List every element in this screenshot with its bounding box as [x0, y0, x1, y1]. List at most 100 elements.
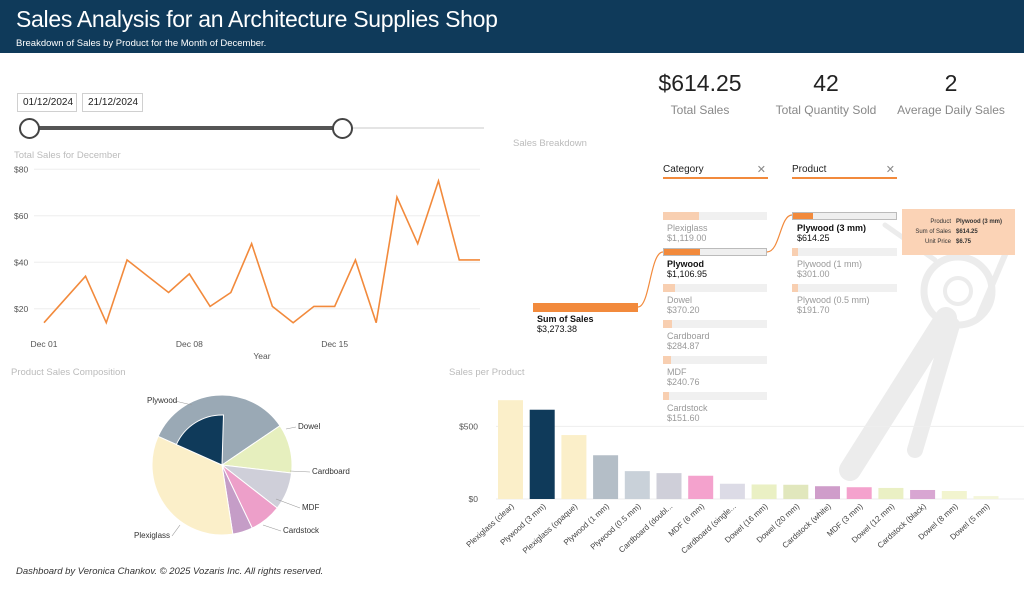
bar[interactable]: [751, 484, 777, 499]
bar-x-tick: Cardboard (single...: [679, 502, 737, 556]
bar[interactable]: [941, 491, 967, 499]
decomp-product-bar[interactable]: [792, 212, 897, 220]
bar[interactable]: [561, 435, 587, 499]
pie-label: Cardstock: [283, 526, 320, 535]
kpi-total-sales-label: Total Sales: [670, 103, 730, 117]
line-y-tick: $60: [14, 211, 28, 221]
decomp-category-name: Cardboard: [667, 331, 710, 341]
line-x-tick: Dec 01: [31, 339, 58, 349]
kpi-total-quantity-value: 42: [813, 70, 839, 96]
tooltip-value: $6.75: [956, 239, 972, 245]
line-x-tick: Dec 08: [176, 339, 203, 349]
bar[interactable]: [498, 400, 523, 499]
pie-leader-line: [171, 524, 181, 537]
bar[interactable]: [656, 473, 682, 499]
pie-label: MDF: [302, 503, 319, 512]
date-slider-start-handle[interactable]: [19, 118, 40, 139]
decomp-product-fill: [793, 213, 813, 219]
decomp-product-name: Plywood (1 mm): [797, 259, 863, 269]
tooltip-key: Unit Price: [924, 239, 951, 245]
bar[interactable]: [688, 475, 714, 499]
tooltip-key: Sum of Sales: [915, 229, 951, 235]
pie-label: Plywood: [147, 396, 177, 405]
decomp-category-name: Plywood: [667, 259, 705, 269]
date-slider-end-handle[interactable]: [332, 118, 353, 139]
decomp-connector-root: [637, 251, 664, 308]
pie-chart-title: Product Sales Composition: [11, 367, 126, 378]
pie-label: Cardboard: [312, 467, 350, 476]
pie-leader-line: [262, 524, 282, 532]
kpi-total-sales-value: $614.25: [658, 70, 742, 96]
pie-chart: Plywood Dowel Cardboard MDF Cardstock Plexigl…: [134, 394, 350, 540]
decomp-category-value: $1,119.00: [667, 233, 707, 243]
decomp-connector-category: [766, 214, 793, 253]
bar[interactable]: [846, 487, 872, 499]
bar[interactable]: [529, 409, 555, 499]
pie-leader-line: [275, 498, 301, 509]
decomp-product-value: $191.70: [797, 305, 830, 315]
decomp-product-name: Plywood (0.5 mm): [797, 295, 870, 305]
kpi-avg-daily-label: Average Daily Sales: [897, 103, 1005, 117]
date-slider-range: [29, 126, 343, 130]
bar[interactable]: [878, 487, 904, 499]
bar[interactable]: [815, 486, 840, 499]
bar-x-tick: Cardboard (doubl...: [617, 502, 674, 555]
decomp-category-bar[interactable]: [663, 212, 767, 220]
end-date-input[interactable]: 21/12/2024: [82, 93, 143, 112]
kpi-avg-daily-value: 2: [944, 70, 958, 96]
decomp-category-fill: [663, 320, 672, 328]
page-title: Sales Analysis for an Architecture Suppl…: [16, 6, 498, 32]
decomp-category-bar[interactable]: [663, 320, 767, 328]
product-close-icon[interactable]: ✕: [885, 164, 895, 176]
category-filter-header[interactable]: Category ✕: [663, 164, 768, 179]
decomp-product-bar[interactable]: [792, 248, 897, 256]
decomp-root-bar[interactable]: [533, 303, 638, 312]
bar-chart-title: Sales per Product: [449, 367, 525, 378]
decomp-category-fill: [663, 356, 671, 364]
decomp-category-value: $240.76: [667, 377, 700, 387]
bar[interactable]: [783, 484, 809, 499]
decomp-category-bar[interactable]: [663, 392, 767, 400]
page-subtitle: Breakdown of Sales by Product for the Mo…: [16, 38, 267, 49]
bar[interactable]: [973, 496, 999, 499]
decomp-category-bar[interactable]: [663, 284, 767, 292]
category-filter-label: Category: [663, 164, 704, 175]
bar[interactable]: [593, 455, 619, 499]
decomp-category-name: Plexiglass: [667, 223, 708, 233]
decomp-category-value: $284.87: [667, 341, 700, 351]
pie-leader-line: [285, 426, 297, 430]
bar[interactable]: [719, 483, 745, 499]
category-close-icon[interactable]: ✕: [756, 164, 766, 176]
breakdown-title: Sales Breakdown: [513, 138, 587, 149]
decomp-product-value: $614.25: [797, 233, 830, 243]
start-date-input[interactable]: 01/12/2024: [17, 93, 77, 112]
decomp-category-fill: [664, 249, 700, 255]
product-filter-label: Product: [792, 164, 827, 175]
decomp-category-value: $370.20: [667, 305, 700, 315]
decomp-product-name: Plywood (3 mm): [797, 223, 867, 233]
decomp-product-fill: [792, 248, 798, 256]
decomp-category-bar[interactable]: [663, 356, 767, 364]
decomp-category-name: MDF: [667, 367, 687, 377]
footer-credit: Dashboard by Veronica Chankov. © 2025 Vo…: [16, 566, 324, 577]
decomp-category-value: $151.60: [667, 413, 700, 423]
decomp-product-value: $301.00: [797, 269, 830, 279]
bar-x-tick: Plexiglass (opaque): [521, 502, 579, 556]
decomp-product-bar[interactable]: [792, 284, 897, 292]
bar-y-tick: $0: [469, 494, 479, 504]
decomp-category-bar[interactable]: [663, 248, 767, 256]
pie-leader-line: [289, 470, 311, 473]
decomp-category-name: Dowel: [667, 295, 693, 305]
line-y-tick: $20: [14, 304, 28, 314]
tooltip-value: $614.25: [956, 229, 978, 235]
line-chart: $20 $40 $60 $80 Dec 01 Dec 08 Dec 15 Year: [14, 164, 481, 361]
product-filter-header[interactable]: Product ✕: [792, 164, 897, 179]
bar[interactable]: [624, 471, 650, 499]
bar[interactable]: [910, 489, 936, 499]
pie-highlight-slice[interactable]: [175, 414, 225, 466]
line-y-tick: $40: [14, 257, 28, 267]
line-x-axis-label: Year: [253, 351, 270, 361]
decomp-tooltip: Product Plywood (3 mm) Sum of Sales $614…: [902, 209, 1015, 255]
